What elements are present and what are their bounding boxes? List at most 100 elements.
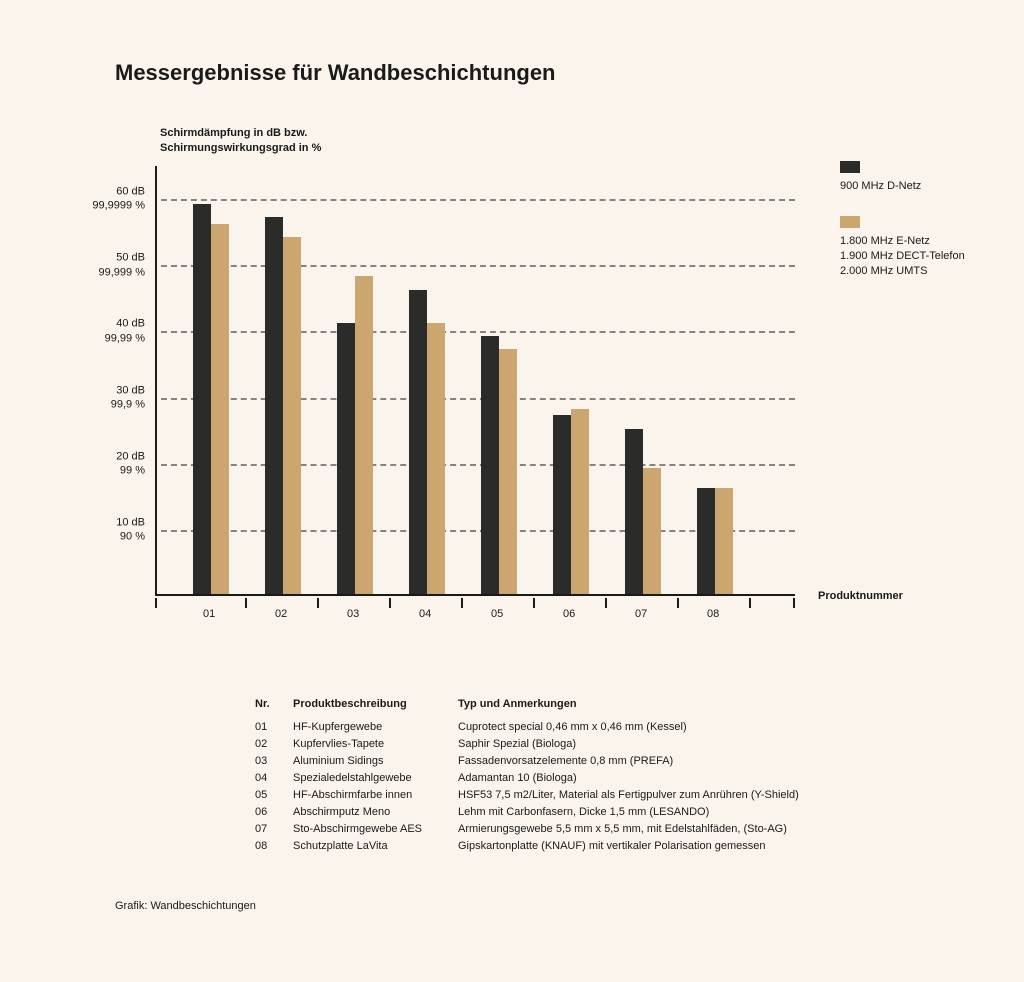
cell-desc: HF-Abschirmfarbe innen (293, 787, 458, 804)
bar-series-1 (211, 224, 229, 594)
bar-series-1 (715, 488, 733, 594)
x-tick-mark (317, 598, 319, 608)
cell-nr: 03 (255, 753, 293, 770)
bar-series-1 (355, 276, 373, 594)
table-header-nr: Nr. (255, 696, 293, 713)
y-tick-label: 60 dB99,9999 % (92, 185, 145, 214)
cell-nr: 08 (255, 838, 293, 855)
y-tick-pct: 99,999 % (99, 265, 145, 279)
legend-label: 1.900 MHz DECT-Telefon (840, 249, 965, 264)
bar-series-0 (553, 415, 571, 594)
bar-series-0 (193, 204, 211, 594)
cell-desc: Abschirmputz Meno (293, 804, 458, 821)
y-axis-title: Schirmdämpfung in dB bzw. Schirmungswirk… (160, 126, 321, 156)
cell-desc: Aluminium Sidings (293, 753, 458, 770)
cell-note: Fassadenvorsatzelemente 0,8 mm (PREFA) (458, 753, 974, 770)
x-tick-label: 08 (707, 608, 719, 620)
y-tick-pct: 99 % (116, 464, 145, 478)
legend-label: 1.800 MHz E-Netz (840, 234, 965, 249)
legend-item: 1.800 MHz E-Netz1.900 MHz DECT-Telefon2.… (840, 216, 965, 279)
cell-note: Gipskartonplatte (KNAUF) mit vertikaler … (458, 838, 974, 855)
bar-series-1 (283, 237, 301, 594)
cell-note: Adamantan 10 (Biologa) (458, 770, 974, 787)
legend: 900 MHz D-Netz 1.800 MHz E-Netz1.900 MHz … (840, 161, 965, 300)
bar-series-1 (643, 468, 661, 594)
bar-series-0 (625, 429, 643, 594)
table-header-desc: Produktbeschreibung (293, 696, 458, 713)
x-axis-label: Produktnummer (818, 590, 903, 602)
bar-series-0 (265, 217, 283, 594)
bar-series-1 (571, 409, 589, 594)
y-tick-db: 30 dB (111, 383, 145, 397)
x-tick-mark (389, 598, 391, 608)
legend-item: 900 MHz D-Netz (840, 161, 965, 194)
bar-group (319, 166, 391, 594)
table-row: 01HF-KupfergewebeCuprotect special 0,46 … (255, 719, 974, 736)
bar-series-0 (409, 290, 427, 594)
cell-note: Lehm mit Carbonfasern, Dicke 1,5 mm (LES… (458, 804, 974, 821)
bar-group (607, 166, 679, 594)
bar-group (247, 166, 319, 594)
y-axis-title-line: Schirmdämpfung in dB bzw. (160, 126, 321, 141)
x-tick-mark (605, 598, 607, 608)
chart-container: Schirmdämpfung in dB bzw. Schirmungswirk… (60, 136, 980, 656)
y-tick-label: 40 dB99,99 % (105, 317, 145, 346)
x-tick-mark (245, 598, 247, 608)
legend-swatch (840, 161, 860, 173)
cell-note: Armierungsgewebe 5,5 mm x 5,5 mm, mit Ed… (458, 821, 974, 838)
y-tick-label: 10 dB90 % (116, 516, 145, 545)
bar-group (463, 166, 535, 594)
table-row: 04SpezialedelstahlgewebeAdamantan 10 (Bi… (255, 770, 974, 787)
x-axis: 0102030405060708 (155, 598, 795, 638)
table-row: 06Abschirmputz MenoLehm mit Carbonfasern… (255, 804, 974, 821)
x-tick-label: 05 (491, 608, 503, 620)
table-row: 07Sto-Abschirmgewebe AESArmierungsgewebe… (255, 821, 974, 838)
x-tick-label: 02 (275, 608, 287, 620)
cell-desc: Kupfervlies-Tapete (293, 736, 458, 753)
plot-area (155, 166, 795, 596)
table-row: 08Schutzplatte LaVitaGipskartonplatte (K… (255, 838, 974, 855)
product-table: Nr. Produktbeschreibung Typ und Anmerkun… (255, 696, 974, 855)
x-tick-label: 01 (203, 608, 215, 620)
x-tick-label: 06 (563, 608, 575, 620)
cell-desc: Schutzplatte LaVita (293, 838, 458, 855)
bar-group (175, 166, 247, 594)
x-tick-mark (749, 598, 751, 608)
table-header-row: Nr. Produktbeschreibung Typ und Anmerkun… (255, 696, 974, 713)
y-tick-pct: 99,9 % (111, 398, 145, 412)
bars-container (157, 166, 795, 594)
cell-desc: Sto-Abschirmgewebe AES (293, 821, 458, 838)
bar-series-1 (427, 323, 445, 594)
x-tick-mark (155, 598, 157, 608)
x-tick-label: 04 (419, 608, 431, 620)
bar-series-0 (481, 336, 499, 594)
bar-series-1 (499, 349, 517, 594)
legend-swatch (840, 216, 860, 228)
y-tick-db: 10 dB (116, 516, 145, 530)
y-tick-db: 40 dB (105, 317, 145, 331)
page: Messergebnisse für Wandbeschichtungen Sc… (0, 0, 1024, 982)
x-tick-mark (793, 598, 795, 608)
cell-nr: 04 (255, 770, 293, 787)
bar-series-0 (337, 323, 355, 594)
y-tick-pct: 90 % (116, 530, 145, 544)
cell-note: Cuprotect special 0,46 mm x 0,46 mm (Kes… (458, 719, 974, 736)
cell-nr: 07 (255, 821, 293, 838)
bar-group (535, 166, 607, 594)
caption: Grafik: Wandbeschichtungen (115, 900, 974, 912)
y-tick-db: 50 dB (99, 251, 145, 265)
table-body: 01HF-KupfergewebeCuprotect special 0,46 … (255, 719, 974, 855)
bar-group (391, 166, 463, 594)
cell-nr: 06 (255, 804, 293, 821)
y-tick-label: 50 dB99,999 % (99, 251, 145, 280)
cell-note: Saphir Spezial (Biologa) (458, 736, 974, 753)
legend-label: 900 MHz D-Netz (840, 179, 965, 194)
y-tick-label: 30 dB99,9 % (111, 383, 145, 412)
table-row: 03Aluminium SidingsFassadenvorsatzelemen… (255, 753, 974, 770)
y-tick-db: 20 dB (116, 449, 145, 463)
table-header-note: Typ und Anmerkungen (458, 696, 974, 713)
cell-nr: 02 (255, 736, 293, 753)
cell-nr: 05 (255, 787, 293, 804)
x-tick-mark (533, 598, 535, 608)
y-tick-db: 60 dB (92, 185, 145, 199)
